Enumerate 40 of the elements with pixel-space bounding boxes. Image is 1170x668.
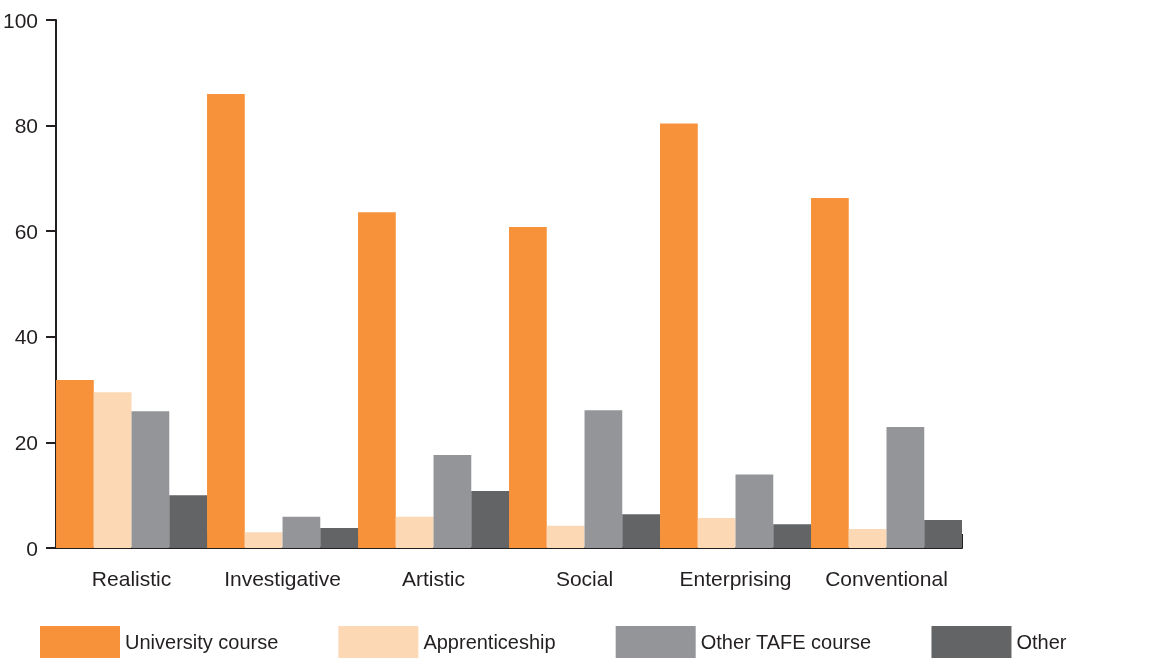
x-tick-label: Social — [555, 567, 614, 590]
y-tick-label: 80 — [14, 114, 39, 138]
bar — [282, 516, 321, 548]
bar — [358, 212, 396, 548]
bar — [697, 517, 736, 548]
bar — [622, 514, 661, 548]
bar — [207, 93, 245, 548]
bar — [509, 226, 547, 548]
y-tick-label: 40 — [14, 325, 39, 349]
bar — [584, 410, 623, 548]
bar — [773, 524, 812, 548]
x-tick-label: Artistic — [402, 567, 466, 590]
bar — [131, 411, 170, 548]
bar — [924, 520, 962, 548]
bar — [848, 528, 887, 548]
legend-label: Other TAFE course — [700, 631, 872, 653]
bar — [471, 490, 510, 548]
legend-label: University course — [125, 631, 279, 653]
y-tick-label: 20 — [14, 430, 39, 454]
bar — [433, 455, 472, 548]
bar — [546, 525, 585, 548]
y-tick-label: 60 — [14, 219, 39, 243]
bar — [56, 380, 94, 548]
x-tick-label: Realistic — [91, 567, 172, 590]
bar — [735, 474, 774, 548]
bar — [93, 392, 132, 548]
y-tick-label: 0 — [26, 536, 39, 560]
bar — [169, 495, 208, 548]
x-tick-label: Conventional — [825, 567, 948, 590]
bar — [244, 532, 283, 548]
bar — [320, 527, 359, 548]
bar — [395, 516, 434, 548]
bar — [886, 427, 925, 548]
bar — [811, 197, 849, 548]
x-tick-label: Investigative — [224, 567, 341, 590]
bar — [660, 123, 698, 548]
legend-label: Other — [1016, 631, 1067, 653]
legend-label: Apprenticeship — [423, 631, 556, 653]
x-tick-label: Enterprising — [679, 567, 792, 590]
y-tick-label: 100 — [2, 8, 39, 32]
